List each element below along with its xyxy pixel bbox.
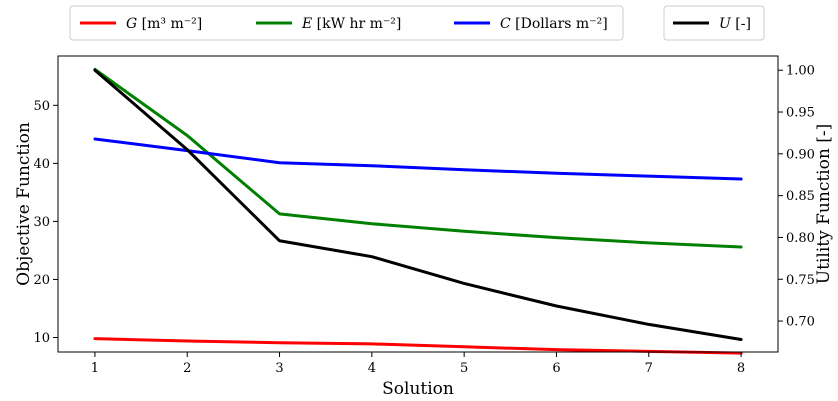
x-tick-label: 4	[368, 361, 376, 376]
y-right-tick-label: 0.90	[786, 147, 815, 162]
series-layer	[93, 67, 743, 355]
legend-primary: G [m³ m⁻²] E [kW hr m⁻²] C [Dollars m⁻²]	[69, 5, 624, 41]
y-right-tick-label: 0.85	[786, 189, 815, 204]
y-left-tick-label: 20	[33, 273, 50, 288]
y-left-tick-label: 40	[33, 157, 50, 172]
y-axis-right: 0.70 0.75 0.80 0.85 0.90 0.95 1.00	[778, 64, 815, 330]
x-tick-label: 3	[275, 361, 283, 376]
legend-secondary: U [-]	[663, 5, 765, 41]
plot-frame	[57, 55, 779, 353]
series-line-G	[93, 337, 743, 355]
legend-secondary-frame	[663, 5, 765, 41]
y-axis-right-title: Utility Function [-]	[814, 124, 834, 284]
y-right-tick-label: 0.80	[786, 231, 815, 246]
y-left-tick-label: 50	[33, 99, 50, 114]
x-tick-label: 1	[91, 361, 99, 376]
x-tick-label: 2	[183, 361, 191, 376]
y-left-tick-label: 30	[33, 215, 50, 230]
y-axis-left: 10 20 30 40 50	[33, 99, 58, 346]
x-tick-label: 7	[645, 361, 653, 376]
plot-area	[57, 55, 779, 355]
x-axis: 1 2 3 4 5 6 7 8	[91, 352, 745, 376]
x-tick-label: 6	[552, 361, 560, 376]
legend-label-U: U [-]	[719, 16, 751, 32]
legend-primary-frame	[69, 5, 624, 41]
legend-label-E: E [kW hr m⁻²]	[301, 16, 401, 32]
series-line-C	[93, 137, 743, 181]
legend-label-C: C [Dollars m⁻²]	[500, 16, 608, 32]
y-axis-left-title: Objective Function	[14, 122, 34, 286]
legend-label-G: G [m³ m⁻²]	[126, 16, 202, 32]
y-right-tick-label: 0.70	[786, 315, 815, 330]
legend-primary-items: G [m³ m⁻²] E [kW hr m⁻²] C [Dollars m⁻²]	[80, 16, 608, 32]
y-right-tick-label: 0.75	[786, 273, 815, 288]
x-axis-title: Solution	[382, 379, 454, 399]
series-line-U	[93, 68, 743, 341]
y-right-tick-label: 1.00	[786, 64, 815, 79]
y-right-tick-label: 0.95	[786, 106, 815, 121]
x-tick-label: 8	[737, 361, 745, 376]
y-left-tick-label: 10	[33, 331, 50, 346]
series-line-E	[93, 67, 743, 249]
x-tick-label: 5	[460, 361, 468, 376]
legend-secondary-items: U [-]	[673, 16, 751, 32]
